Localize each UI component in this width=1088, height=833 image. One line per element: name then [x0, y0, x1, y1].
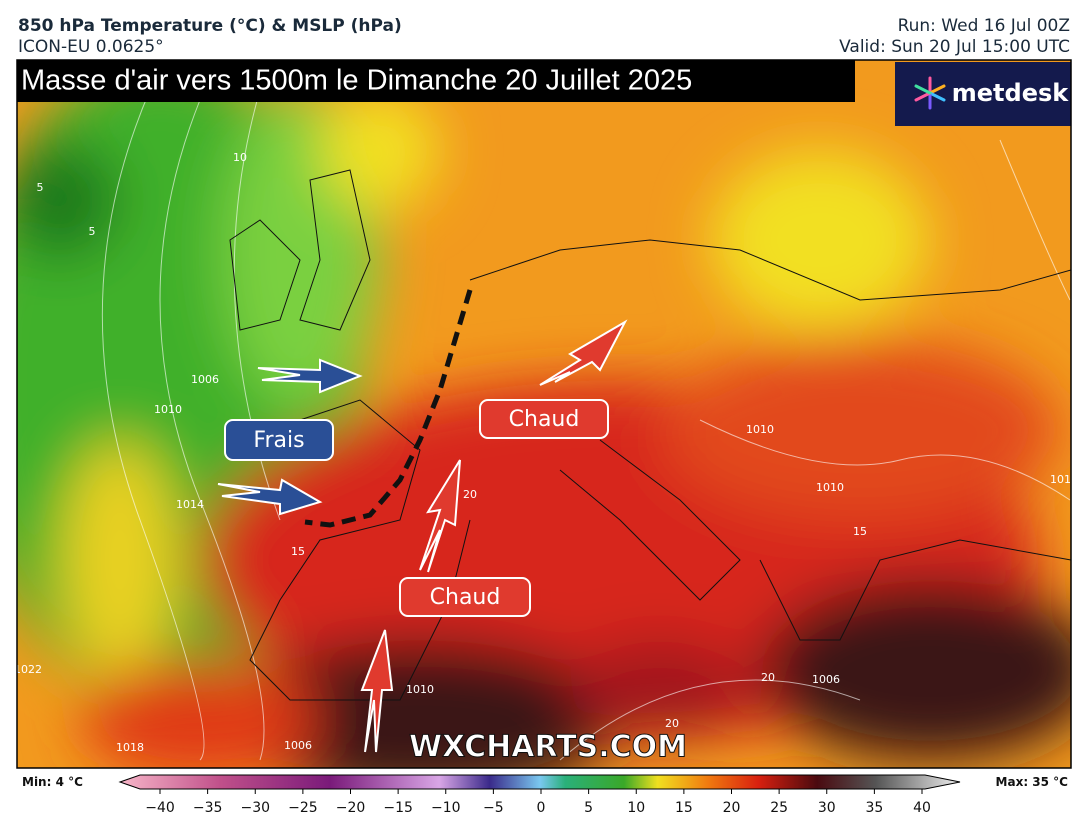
contour-label: 20 — [463, 488, 477, 501]
logo: metdesk — [952, 79, 1070, 107]
colorbar-tick-label: 25 — [770, 800, 788, 816]
colorbar-tick-label: 0 — [537, 800, 546, 816]
contour-label: 1006 — [191, 373, 219, 386]
colorbar-tick-label: 30 — [818, 800, 836, 816]
header-model: ICON-EU 0.0625° — [18, 37, 164, 57]
colorbar-tick-label: −35 — [193, 800, 223, 816]
contour-label: 1010 — [816, 481, 844, 494]
colorbar-tick-label: 35 — [865, 800, 883, 816]
contour-label: 1010 — [154, 403, 182, 416]
banner: Masse d'air vers 1500m le Dimanche 20 Ju… — [21, 65, 692, 97]
watermark: WXCHARTS.COM — [409, 730, 687, 765]
header-run: Run: Wed 16 Jul 00Z — [898, 16, 1070, 36]
colorbar-tick-label: 10 — [627, 800, 645, 816]
colorbar-tick-label: 40 — [913, 800, 931, 816]
colorbar-tick-label: −5 — [483, 800, 504, 816]
contour-label: 5 — [37, 181, 44, 194]
contour-label: 1006 — [284, 739, 312, 752]
colorbar-min: Min: 4 °C — [22, 775, 83, 789]
contour-label: 1014 — [176, 498, 204, 511]
contour-label: 20 — [665, 717, 679, 730]
header-title: 850 hPa Temperature (°C) & MSLP (hPa) — [18, 16, 402, 36]
annotation-chaud: Chaud — [509, 407, 580, 432]
contour-label: 20 — [761, 671, 775, 684]
contour-label: 10 — [233, 151, 247, 164]
colorbar-tick-label: 15 — [675, 800, 693, 816]
colorbar-tick-label: −15 — [383, 800, 413, 816]
colorbar-tick-label: 20 — [723, 800, 741, 816]
colorbar-tick-label: −25 — [288, 800, 318, 816]
contour-label: 1018 — [116, 741, 144, 754]
colorbar-max: Max: 35 °C — [996, 775, 1069, 789]
contour-label: 5 — [89, 225, 96, 238]
annotation-chaud: Chaud — [430, 585, 501, 610]
contour-label: 1006 — [812, 673, 840, 686]
colorbar-tick-label: −20 — [336, 800, 366, 816]
contour-label: 1010 — [406, 683, 434, 696]
contour-label: 15 — [291, 545, 305, 558]
contour-label: 15 — [853, 525, 867, 538]
colorbar-tick-label: 5 — [584, 800, 593, 816]
header-valid: Valid: Sun 20 Jul 15:00 UTC — [839, 37, 1070, 57]
map: 10 5 5 1006 1010 1014 15 20 1010 1010 15 1006 20 20 10… — [14, 60, 1078, 768]
annotation-frais: Frais — [253, 428, 304, 453]
contour-label: 1014 — [1050, 473, 1078, 486]
colorbar-tick-label: −30 — [240, 800, 270, 816]
colorbar-tick-label: −40 — [145, 800, 175, 816]
contour-label: 1010 — [746, 423, 774, 436]
colorbar-tick-label: −10 — [431, 800, 461, 816]
contour-label: 1022 — [14, 663, 42, 676]
